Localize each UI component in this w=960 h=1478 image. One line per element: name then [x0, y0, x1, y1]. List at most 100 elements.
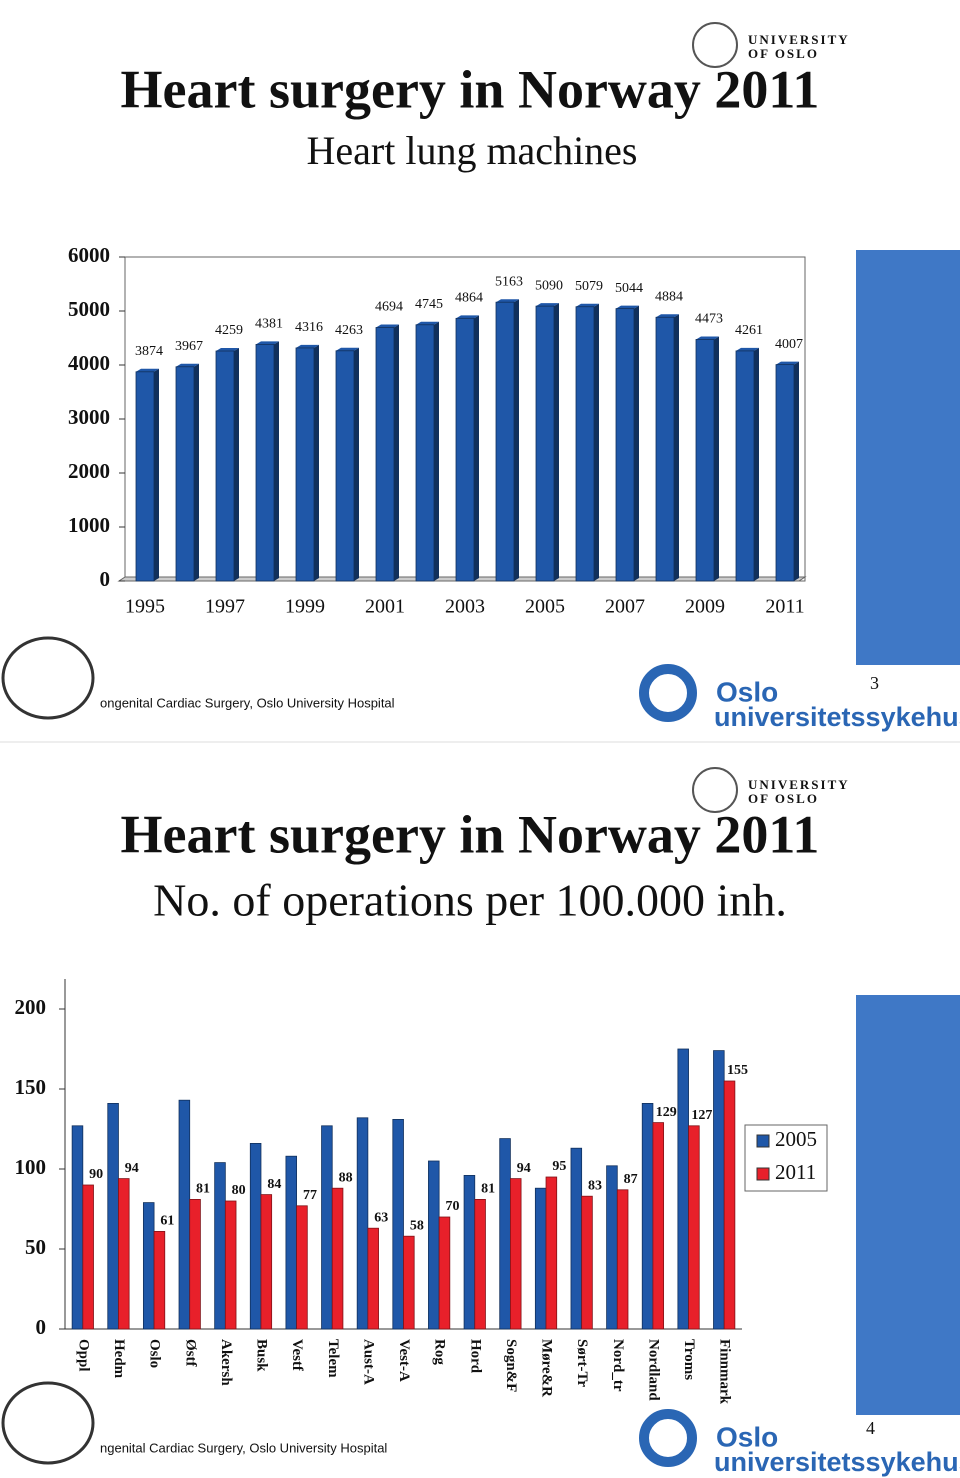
x-tick-label: 1995 — [125, 596, 165, 618]
bar — [118, 1178, 130, 1330]
bar — [575, 306, 595, 582]
bar-side — [154, 368, 159, 581]
x-tick-label: 2007 — [605, 596, 645, 618]
bar — [295, 347, 315, 582]
hospital-logo — [639, 1409, 697, 1467]
legend-label: 2005 — [775, 1127, 817, 1151]
bar — [775, 364, 795, 582]
data-label: 4381 — [255, 317, 283, 332]
data-label: 94 — [125, 1161, 139, 1176]
data-label: 87 — [624, 1172, 638, 1187]
footer: ongenital Cardiac Surgery, Oslo Universi… — [100, 695, 395, 710]
bar — [249, 1143, 262, 1330]
subtitle: No. of operations per 100.000 inh. — [153, 875, 787, 926]
page-number: 3 — [870, 673, 879, 693]
bar — [260, 1194, 273, 1330]
bar-top — [296, 344, 319, 348]
bar-top — [696, 336, 719, 340]
data-label: 3967 — [175, 339, 203, 354]
bar-side — [794, 361, 799, 581]
data-label: 4007 — [775, 337, 803, 352]
y-tick-label: 150 — [15, 1075, 47, 1099]
legend-swatch — [756, 1134, 770, 1148]
data-label: 4261 — [735, 323, 763, 338]
bar — [545, 1176, 558, 1330]
bar — [135, 371, 155, 582]
y-tick-label: 2000 — [68, 459, 110, 483]
bar-top — [576, 303, 599, 307]
bar — [438, 1216, 451, 1330]
data-label: 88 — [339, 1170, 353, 1185]
bar-top — [536, 303, 559, 307]
data-label: 77 — [303, 1188, 317, 1203]
x-tick-label: Hedm — [111, 1339, 127, 1379]
bar — [153, 1231, 166, 1330]
data-label: 4316 — [295, 320, 323, 335]
bar-top — [216, 348, 239, 352]
bar-top — [416, 321, 439, 325]
bar-side — [394, 324, 399, 581]
bar-side — [674, 314, 679, 581]
hospital-name: universitetssykehus — [714, 702, 960, 732]
x-tick-label: Vest-A — [396, 1339, 412, 1382]
data-label: 4745 — [415, 297, 443, 312]
legend-swatch — [756, 1167, 770, 1181]
y-tick-label: 1000 — [68, 513, 110, 537]
x-tick-label: 2001 — [365, 596, 405, 618]
bar-top — [376, 324, 399, 328]
university-logo: UNIVERSITY — [748, 777, 850, 792]
bar — [495, 301, 515, 582]
data-label: 81 — [481, 1182, 495, 1197]
x-tick-label: 2009 — [685, 596, 725, 618]
bar — [321, 1125, 333, 1330]
x-tick-label: Sørt-Tr — [574, 1339, 590, 1387]
bar — [428, 1160, 440, 1330]
seal — [692, 767, 738, 813]
bar — [214, 1162, 226, 1330]
x-tick-label: Nordland — [645, 1339, 661, 1401]
x-tick-label: Oslo — [147, 1339, 163, 1368]
bar-side — [234, 348, 239, 581]
bar-top — [656, 314, 679, 318]
x-tick-label: 1999 — [285, 596, 325, 618]
data-label: 90 — [89, 1167, 103, 1182]
x-tick-label: Vestf — [289, 1339, 305, 1372]
bar — [688, 1125, 700, 1330]
bar — [178, 1099, 191, 1330]
bar-side — [354, 347, 359, 581]
x-tick-label: 2011 — [765, 596, 804, 618]
page-number: 4 — [866, 1418, 875, 1438]
data-label: 4694 — [375, 300, 403, 315]
bar-side — [554, 303, 559, 581]
side-band — [856, 250, 960, 665]
bar — [713, 1050, 725, 1330]
bar-side — [274, 341, 279, 581]
bar — [652, 1122, 665, 1330]
bar — [581, 1195, 593, 1330]
bar-top — [256, 341, 279, 345]
bar — [463, 1175, 476, 1330]
hospital-logo — [639, 664, 697, 722]
university-logo: UNIVERSITY — [748, 32, 850, 47]
x-tick-label: Finnmark — [717, 1339, 733, 1405]
bar — [392, 1119, 404, 1330]
x-tick-label: Møre&R — [539, 1339, 555, 1397]
y-tick-label: 50 — [25, 1235, 46, 1259]
side-band — [856, 995, 960, 1415]
bar — [255, 344, 275, 582]
x-tick-label: 1997 — [205, 596, 245, 618]
bar — [615, 308, 635, 582]
y-tick-label: 0 — [36, 1315, 47, 1339]
bar — [403, 1235, 415, 1330]
bar — [375, 327, 395, 582]
bar — [367, 1227, 379, 1330]
x-tick-label: Hord — [467, 1339, 483, 1374]
data-label: 3874 — [135, 344, 163, 359]
university-logo: OF OSLO — [748, 46, 819, 61]
x-tick-label: Aust-A — [360, 1339, 376, 1385]
legend-label: 2011 — [775, 1160, 816, 1184]
hospital-name: universitetssykehus — [714, 1447, 960, 1477]
data-label: 4864 — [455, 291, 483, 306]
data-label: 80 — [232, 1183, 246, 1198]
society-logo — [1, 1381, 95, 1465]
